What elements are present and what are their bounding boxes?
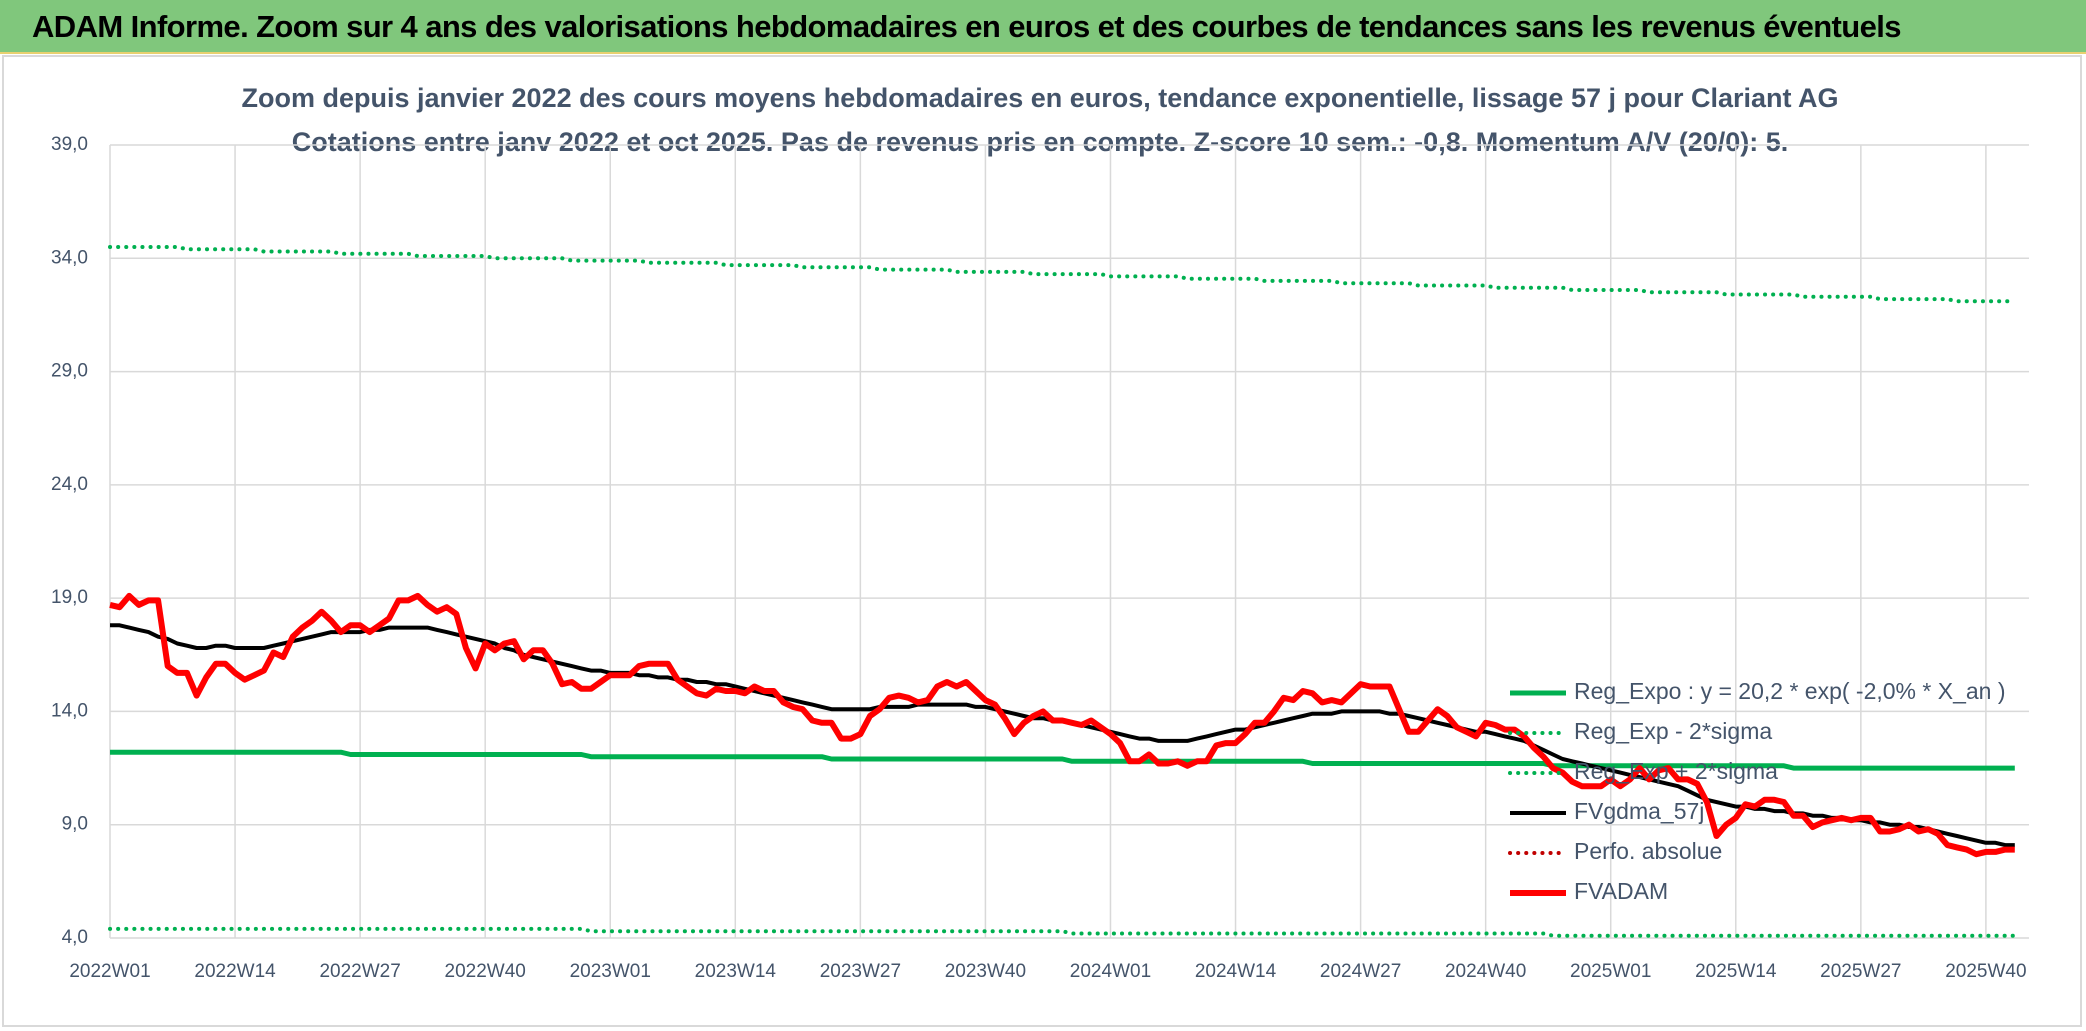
y-tick-label: 19,0 <box>51 587 88 608</box>
legend-label: Perfo. absolue <box>1574 838 1722 864</box>
series-line <box>109 592 2015 858</box>
legend-label: Reg_Exp - 2*sigma <box>1574 718 1772 744</box>
chart-title: Zoom depuis janvier 2022 des cours moyen… <box>241 83 1838 113</box>
legend-label: FVgdma_57j <box>1574 798 1704 824</box>
x-tick-label: 2022W14 <box>194 961 276 982</box>
series-line <box>108 245 2017 304</box>
x-tick-label: 2022W27 <box>319 961 400 982</box>
series-line <box>110 749 2015 771</box>
x-tick-label: 2025W27 <box>1820 961 1901 982</box>
x-tick-label: 2024W40 <box>1445 961 1526 982</box>
x-tick-label: 2024W14 <box>1195 961 1277 982</box>
banner: ADAM Informe. Zoom sur 4 ans des valoris… <box>0 0 2086 54</box>
y-tick-label: 4,0 <box>62 927 88 948</box>
series-line <box>108 926 2017 938</box>
chart-frame <box>2 55 2082 1027</box>
chart: Zoom depuis janvier 2022 des cours moyen… <box>2 55 2082 1027</box>
x-tick-label: 2025W40 <box>1945 961 2026 982</box>
x-tick-label: 2024W01 <box>1070 961 1151 982</box>
y-tick-label: 14,0 <box>51 700 88 721</box>
x-tick-label: 2022W01 <box>69 961 150 982</box>
y-tick-label: 39,0 <box>51 134 88 155</box>
y-tick-label: 24,0 <box>51 474 88 495</box>
x-tick-label: 2022W40 <box>445 961 526 982</box>
x-tick-label: 2023W14 <box>695 961 777 982</box>
legend-label: Reg_Exp + 2*sigma <box>1574 758 1778 784</box>
chart-subtitle: Cotations entre janv 2022 et oct 2025. P… <box>292 127 1789 157</box>
x-tick-label: 2024W27 <box>1320 961 1401 982</box>
x-tick-label: 2023W27 <box>820 961 901 982</box>
x-tick-label: 2025W01 <box>1570 961 1651 982</box>
legend-label: Reg_Expo : y = 20,2 * exp( -2,0% * X_an … <box>1574 678 2006 704</box>
banner-title: ADAM Informe. Zoom sur 4 ans des valoris… <box>32 9 1902 44</box>
x-tick-label: 2023W40 <box>945 961 1026 982</box>
x-tick-label: 2023W01 <box>570 961 651 982</box>
y-tick-label: 9,0 <box>62 814 88 835</box>
legend-label: FVADAM <box>1574 878 1668 904</box>
x-tick-label: 2025W14 <box>1695 961 1777 982</box>
y-tick-label: 34,0 <box>51 247 88 268</box>
y-tick-label: 29,0 <box>51 361 88 382</box>
